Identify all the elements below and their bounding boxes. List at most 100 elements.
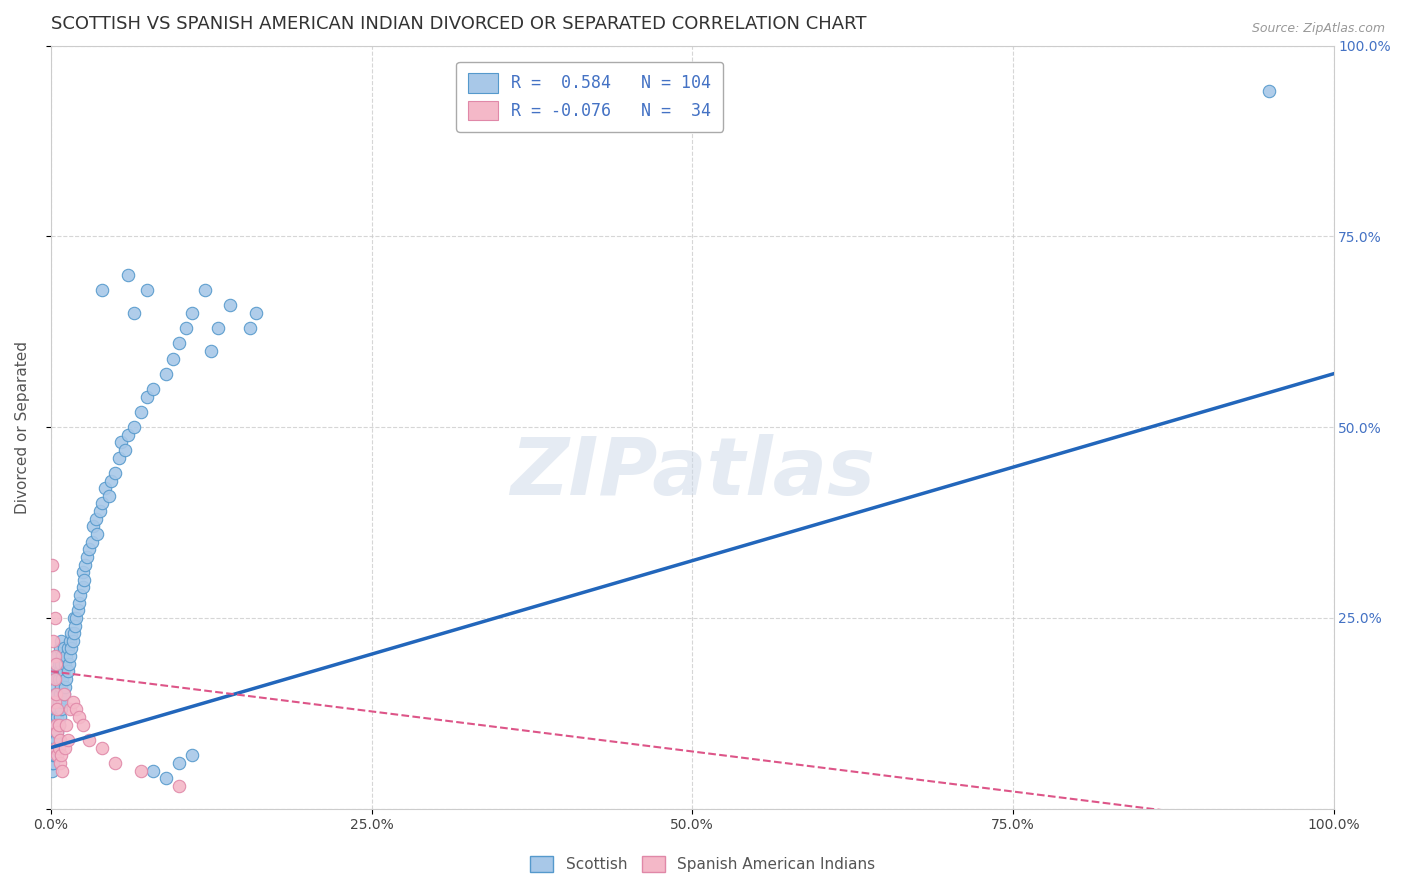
Point xyxy=(45,740,67,755)
Point xyxy=(108,450,131,465)
Point xyxy=(51,695,73,709)
Point xyxy=(49,702,72,716)
Point xyxy=(51,672,73,686)
Point xyxy=(41,558,63,572)
Point xyxy=(69,588,91,602)
Point xyxy=(53,680,76,694)
Point xyxy=(46,702,69,716)
Point xyxy=(63,626,86,640)
Text: ZIPatlas: ZIPatlas xyxy=(509,434,875,512)
Point xyxy=(44,748,66,763)
Point xyxy=(122,306,145,320)
Point xyxy=(80,534,103,549)
Text: SCOTTISH VS SPANISH AMERICAN INDIAN DIVORCED OR SEPARATED CORRELATION CHART: SCOTTISH VS SPANISH AMERICAN INDIAN DIVO… xyxy=(51,15,866,33)
Point xyxy=(49,733,72,747)
Point xyxy=(239,321,262,335)
Point xyxy=(59,702,82,716)
Point xyxy=(100,474,122,488)
Point xyxy=(42,725,65,739)
Point xyxy=(42,740,65,755)
Point xyxy=(59,649,82,664)
Point xyxy=(45,665,67,679)
Point xyxy=(91,496,114,510)
Point xyxy=(86,527,108,541)
Point xyxy=(129,405,152,419)
Point xyxy=(219,298,242,312)
Point xyxy=(48,695,70,709)
Point xyxy=(67,710,90,724)
Point xyxy=(129,764,152,778)
Point xyxy=(89,504,111,518)
Point xyxy=(42,748,65,763)
Point xyxy=(245,306,267,320)
Point xyxy=(44,611,66,625)
Point xyxy=(53,657,76,671)
Point xyxy=(79,542,101,557)
Point xyxy=(48,717,70,731)
Point xyxy=(66,603,89,617)
Point xyxy=(46,672,69,686)
Point xyxy=(174,321,197,335)
Point xyxy=(91,740,114,755)
Point xyxy=(155,367,177,381)
Point xyxy=(49,687,72,701)
Point xyxy=(46,710,69,724)
Point xyxy=(42,733,65,747)
Point xyxy=(167,336,190,351)
Point xyxy=(41,740,63,755)
Point xyxy=(65,702,87,716)
Point xyxy=(45,657,67,671)
Y-axis label: Divorced or Separated: Divorced or Separated xyxy=(15,341,30,514)
Point xyxy=(49,710,72,724)
Point xyxy=(49,641,72,656)
Point xyxy=(181,748,204,763)
Text: Source: ZipAtlas.com: Source: ZipAtlas.com xyxy=(1251,22,1385,36)
Point xyxy=(60,641,83,656)
Point xyxy=(167,756,190,770)
Point xyxy=(207,321,229,335)
Point xyxy=(46,687,69,701)
Point xyxy=(76,549,98,564)
Point xyxy=(55,672,77,686)
Point xyxy=(45,680,67,694)
Point xyxy=(49,657,72,671)
Point xyxy=(45,717,67,731)
Point xyxy=(181,306,204,320)
Point xyxy=(60,626,83,640)
Point xyxy=(97,489,120,503)
Point xyxy=(114,443,136,458)
Point xyxy=(194,283,217,297)
Point xyxy=(136,283,159,297)
Point xyxy=(44,672,66,686)
Point xyxy=(44,687,66,701)
Point xyxy=(55,717,77,731)
Point xyxy=(117,268,139,282)
Point xyxy=(63,618,86,632)
Point xyxy=(41,764,63,778)
Point xyxy=(72,565,94,579)
Point xyxy=(44,710,66,724)
Point xyxy=(46,725,69,739)
Point xyxy=(55,649,77,664)
Point xyxy=(51,649,73,664)
Point xyxy=(104,756,127,770)
Point xyxy=(142,382,165,396)
Point xyxy=(49,756,72,770)
Point xyxy=(93,481,115,495)
Point xyxy=(44,725,66,739)
Point xyxy=(63,611,86,625)
Point xyxy=(42,588,65,602)
Point xyxy=(110,435,132,450)
Point xyxy=(46,748,69,763)
Legend: R =  0.584   N = 104, R = -0.076   N =  34: R = 0.584 N = 104, R = -0.076 N = 34 xyxy=(456,62,723,132)
Point xyxy=(1258,85,1281,99)
Point xyxy=(167,779,190,793)
Point xyxy=(45,733,67,747)
Point xyxy=(44,740,66,755)
Point xyxy=(45,687,67,701)
Point xyxy=(155,771,177,785)
Point xyxy=(44,695,66,709)
Point xyxy=(52,641,75,656)
Point xyxy=(48,672,70,686)
Point xyxy=(52,687,75,701)
